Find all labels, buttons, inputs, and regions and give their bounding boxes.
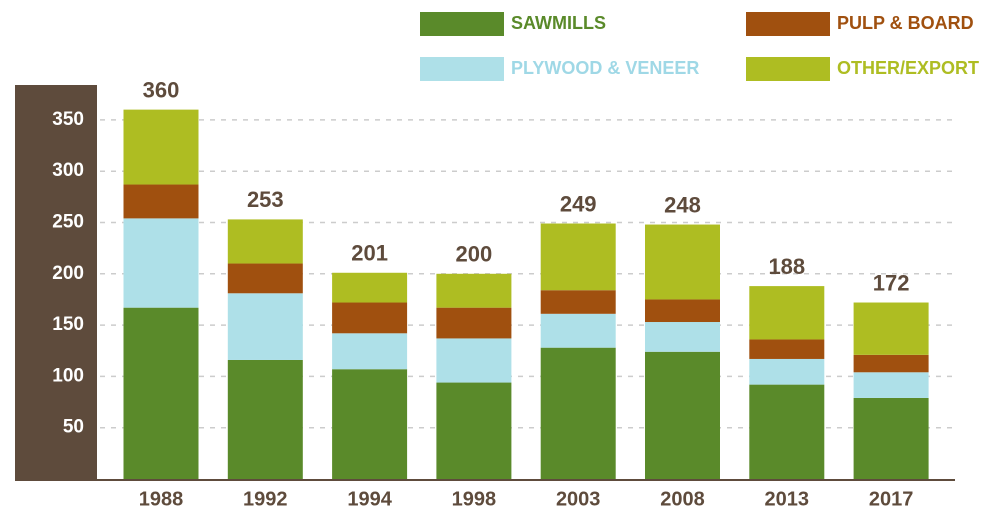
bar-segment xyxy=(123,184,199,219)
legend-swatch xyxy=(420,57,504,81)
total-label: 253 xyxy=(247,187,284,212)
bar-segment xyxy=(853,302,929,355)
total-label: 201 xyxy=(351,241,388,266)
total-label: 249 xyxy=(560,191,597,216)
bar-segment xyxy=(227,293,303,360)
total-label: 248 xyxy=(664,192,701,217)
bar-segment xyxy=(123,109,199,185)
legend-swatch xyxy=(746,57,830,81)
legend-label: PULP & BOARD xyxy=(837,13,974,33)
bar-segment xyxy=(332,333,408,370)
y-tick-label: 50 xyxy=(63,417,84,438)
bar-segment xyxy=(853,354,929,373)
bar-segment xyxy=(123,307,199,479)
bar-segment xyxy=(540,223,616,291)
bar-segment xyxy=(332,272,408,303)
bar-segment xyxy=(123,218,199,308)
legend-swatch xyxy=(746,12,830,36)
x-tick-label: 2013 xyxy=(765,488,810,510)
bar-segment xyxy=(645,322,720,352)
bar-segment xyxy=(227,219,303,264)
x-tick-label: 1994 xyxy=(347,488,392,510)
total-label: 188 xyxy=(768,254,805,279)
x-tick-label: 2008 xyxy=(660,488,705,510)
y-tick-label: 200 xyxy=(52,263,84,284)
bar-segment xyxy=(332,369,408,479)
total-label: 360 xyxy=(143,77,180,102)
axis-band xyxy=(15,85,97,480)
bar-segment xyxy=(540,313,616,348)
bar-segment xyxy=(227,263,303,294)
bar-segment xyxy=(749,358,825,385)
legend-label: PLYWOOD & VENEER xyxy=(511,58,699,78)
legend-label: OTHER/EXPORT xyxy=(837,58,979,78)
x-tick-label: 1998 xyxy=(452,488,497,510)
total-label: 172 xyxy=(873,270,910,295)
bar-segment xyxy=(645,351,720,479)
bar-segment xyxy=(645,224,720,300)
bar-segment xyxy=(645,299,720,323)
bar-segment xyxy=(436,273,512,308)
x-tick-label: 2003 xyxy=(556,488,601,510)
bar-segment xyxy=(227,359,303,479)
y-tick-label: 100 xyxy=(52,365,84,386)
legend-swatch xyxy=(420,12,504,36)
bar-segment xyxy=(436,307,512,339)
y-tick-label: 150 xyxy=(52,314,84,335)
total-label: 200 xyxy=(456,242,493,267)
bar-segment xyxy=(436,382,512,479)
bar-segment xyxy=(540,290,616,314)
bar-segment xyxy=(540,347,616,479)
y-tick-label: 250 xyxy=(52,212,84,233)
bar-segment xyxy=(853,397,929,479)
legend-label: SAWMILLS xyxy=(511,13,606,33)
bar-segment xyxy=(749,339,825,359)
x-tick-label: 2017 xyxy=(869,488,914,510)
x-tick-label: 1992 xyxy=(243,488,288,510)
bar-segment xyxy=(749,286,825,340)
bar-segment xyxy=(749,384,825,479)
bar-segment xyxy=(853,372,929,398)
bar-segment xyxy=(332,302,408,334)
y-tick-label: 300 xyxy=(52,160,84,181)
x-tick-label: 1988 xyxy=(139,488,184,510)
y-tick-label: 350 xyxy=(52,109,84,130)
bar-segment xyxy=(436,338,512,383)
